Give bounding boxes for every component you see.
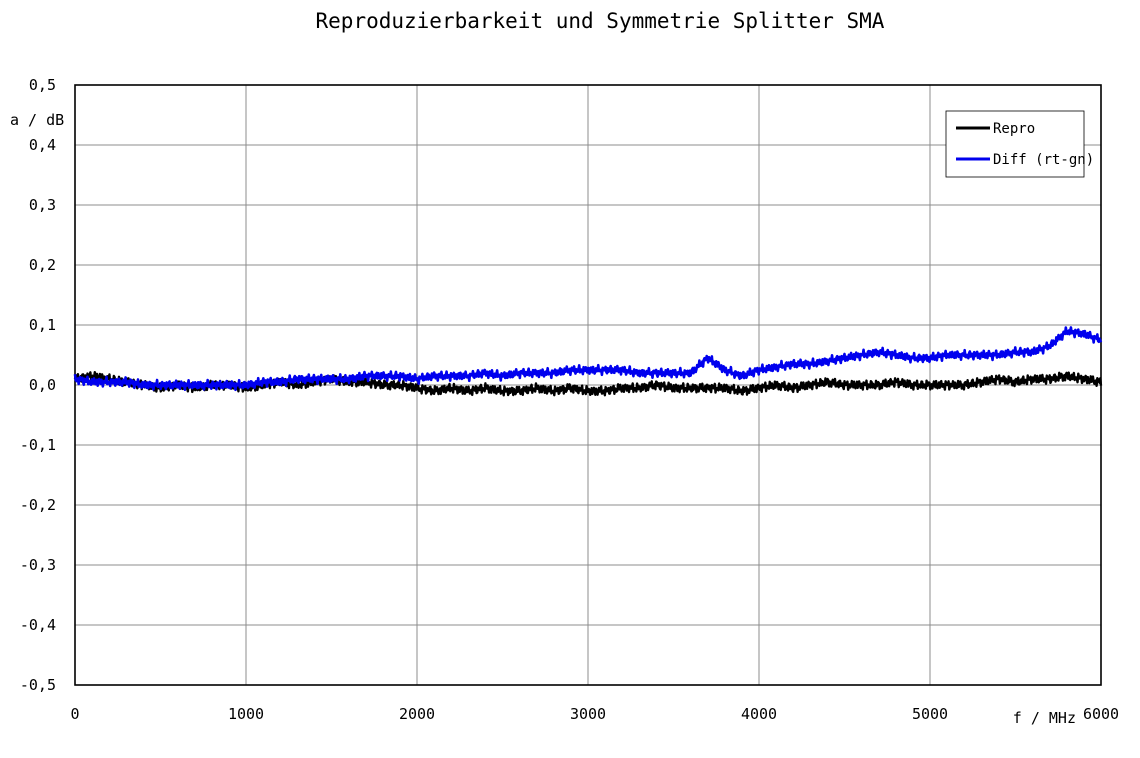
- y-tick-labels: 0,5 0,4 0,3 0,2 0,1 0,0 -0,1 -0,2 -0,3 -0,4 -0,5: [20, 76, 56, 694]
- series-line-repro: [73, 371, 1103, 397]
- chart-title: Reproduzierbarkeit und Symmetrie Splitte…: [316, 9, 885, 33]
- y-tick-label: 0,4: [29, 136, 56, 154]
- series-line-diff: [73, 326, 1103, 392]
- legend-box: [945, 110, 1085, 178]
- y-tick-label: -0,3: [20, 556, 56, 574]
- x-tick-label: 0: [70, 705, 79, 723]
- y-tick-label: -0,2: [20, 496, 56, 514]
- y-tick-label: -0,5: [20, 676, 56, 694]
- y-tick-label: 0,1: [29, 316, 56, 334]
- legend: Repro Diff (rt-gn): [945, 110, 1094, 178]
- y-tick-label: 0,5: [29, 76, 56, 94]
- y-tick-label: 0,2: [29, 256, 56, 274]
- y-tick-label: -0,4: [20, 616, 56, 634]
- x-tick-label: 1000: [228, 705, 264, 723]
- y-tick-label: 0,3: [29, 196, 56, 214]
- legend-label-diff: Diff (rt-gn): [993, 152, 1094, 168]
- x-tick-label: 3000: [570, 705, 606, 723]
- y-tick-label: 0,0: [29, 376, 56, 394]
- x-tick-label: 4000: [741, 705, 777, 723]
- x-tick-label: 6000: [1083, 705, 1119, 723]
- x-axis-label: f / MHz: [1013, 709, 1076, 727]
- y-axis-label: a / dB: [10, 111, 64, 129]
- x-tick-labels: 0 1000 2000 3000 4000 5000 6000: [70, 705, 1119, 723]
- y-tick-label: -0,1: [20, 436, 56, 454]
- legend-label-repro: Repro: [993, 121, 1035, 137]
- series-lines: [73, 326, 1103, 397]
- x-tick-label: 2000: [399, 705, 435, 723]
- x-tick-label: 5000: [912, 705, 948, 723]
